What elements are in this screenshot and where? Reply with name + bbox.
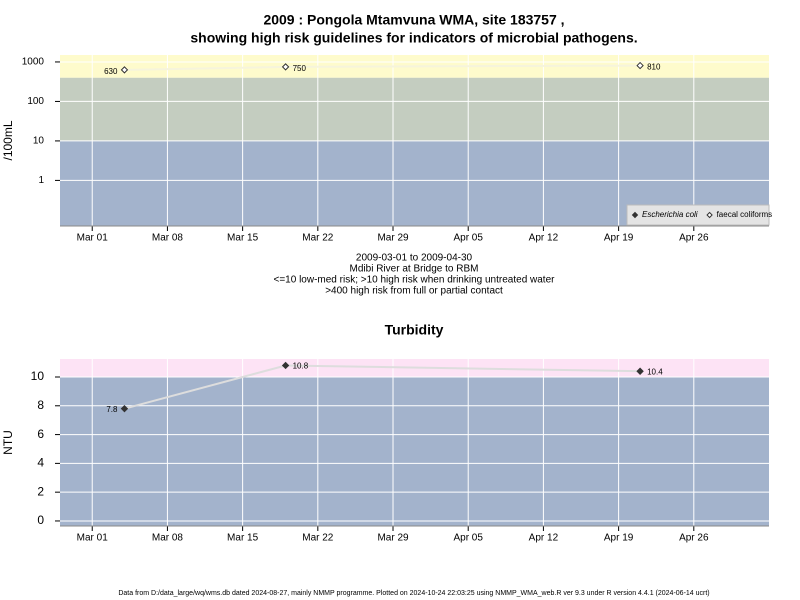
y-tick-label: 1000 — [22, 57, 45, 68]
data-point — [281, 361, 290, 370]
data-point — [636, 61, 644, 70]
x-tick-label: Mar 15 — [227, 533, 259, 544]
footer: Data from D:/data_large/wq/wms.db dated … — [118, 590, 709, 597]
caption: >400 high risk from full or partial cont… — [325, 286, 503, 297]
x-tick-label: Apr 05 — [453, 533, 483, 544]
chart-subtitle: showing high risk guidelines for indicat… — [190, 30, 637, 46]
caption: Mdibi River at Bridge to RBM — [350, 264, 479, 275]
legend-marker — [631, 211, 639, 219]
x-tick-label: Apr 26 — [679, 533, 709, 544]
y-tick-label: 8 — [37, 398, 44, 412]
legend-label: Escherichia coli — [642, 210, 698, 219]
risk-band — [60, 376, 769, 526]
x-tick-label: Apr 12 — [529, 233, 559, 244]
x-tick-label: Mar 08 — [152, 233, 184, 244]
data-label: 7.8 — [106, 405, 118, 414]
x-tick-label: Mar 29 — [377, 533, 409, 544]
x-tick-label: Apr 26 — [679, 233, 709, 244]
legend-marker — [706, 211, 713, 219]
y-tick-label: 2 — [37, 484, 44, 498]
data-label: 810 — [647, 63, 661, 72]
legend-box — [626, 204, 770, 226]
legend-label: faecal coliforms — [717, 210, 773, 219]
data-point — [120, 404, 129, 413]
y-tick-label: 10 — [31, 369, 45, 383]
data-point — [120, 66, 129, 74]
data-label: 630 — [104, 67, 118, 76]
caption: <=10 low-med risk; >10 high risk when dr… — [274, 275, 556, 286]
x-tick-label: Mar 08 — [152, 533, 184, 544]
risk-band — [60, 77, 769, 141]
y-tick-label: 1 — [38, 175, 44, 186]
data-label: 750 — [293, 64, 307, 73]
x-tick-label: Mar 22 — [302, 233, 334, 244]
y-axis-label: /100mL — [1, 120, 15, 160]
x-tick-label: Mar 01 — [77, 533, 109, 544]
chart-title: Turbidity — [385, 322, 444, 338]
x-tick-label: Mar 22 — [302, 533, 334, 544]
y-tick-label: 10 — [33, 136, 45, 147]
y-tick-label: 6 — [37, 427, 44, 441]
x-tick-label: Apr 19 — [604, 233, 634, 244]
x-tick-label: Mar 01 — [77, 233, 109, 244]
caption: 2009-03-01 to 2009-04-30 — [356, 253, 473, 264]
data-point — [636, 367, 644, 375]
x-tick-label: Apr 05 — [453, 233, 483, 244]
x-tick-label: Apr 12 — [529, 533, 559, 544]
data-point — [281, 63, 290, 71]
x-tick-label: Mar 15 — [227, 233, 259, 244]
x-tick-label: Mar 29 — [377, 233, 409, 244]
data-label: 10.4 — [647, 367, 663, 376]
x-tick-label: Apr 19 — [604, 533, 634, 544]
y-axis-label: NTU — [1, 430, 15, 455]
data-label: 10.8 — [293, 362, 309, 371]
y-tick-label: 100 — [27, 96, 44, 107]
y-tick-label: 0 — [37, 513, 44, 527]
chart-title: 2009 : Pongola Mtamvuna WMA, site 183757… — [263, 12, 564, 28]
y-tick-label: 4 — [37, 456, 44, 470]
